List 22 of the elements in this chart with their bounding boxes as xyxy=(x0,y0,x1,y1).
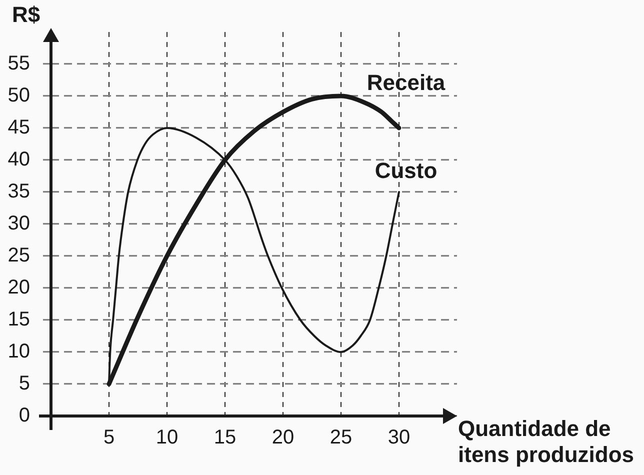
x-axis-title: Quantidade de itens produzidos xyxy=(458,416,635,468)
y-tick-label: 55 xyxy=(8,52,30,75)
x-tick-label: 15 xyxy=(214,426,236,449)
y-tick-label: 50 xyxy=(8,84,30,107)
y-tick-label: 20 xyxy=(8,276,30,299)
y-tick-label: 30 xyxy=(8,212,30,235)
y-tick-label: 25 xyxy=(8,244,30,267)
y-tick-label: 5 xyxy=(18,372,30,395)
x-tick-label: 30 xyxy=(388,426,410,449)
series-label: Receita xyxy=(366,70,446,95)
x-tick-label: 25 xyxy=(330,426,352,449)
y-tick-label: 10 xyxy=(8,340,30,363)
y-tick-label: 45 xyxy=(8,116,30,139)
y-axis-title: R$ xyxy=(12,2,40,28)
x-tick-label: 5 xyxy=(103,426,115,449)
x-tick-label: 20 xyxy=(272,426,294,449)
y-tick-label: 0 xyxy=(18,404,30,427)
y-tick-label: 15 xyxy=(8,308,30,331)
y-tick-label: 40 xyxy=(8,148,30,171)
series-label: Custo xyxy=(374,158,438,183)
y-tick-label: 35 xyxy=(8,180,30,203)
x-tick-label: 10 xyxy=(156,426,178,449)
